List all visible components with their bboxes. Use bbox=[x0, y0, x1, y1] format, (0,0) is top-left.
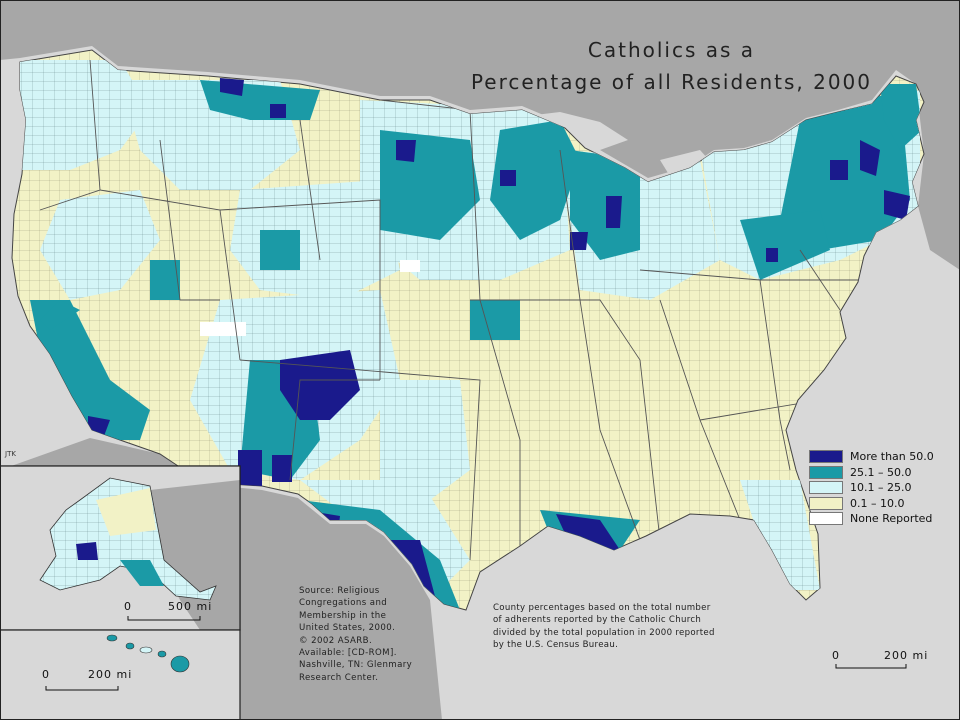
alaska-inset bbox=[0, 465, 241, 631]
hawaii-scale-zero: 0 bbox=[42, 668, 50, 681]
note-line: by the U.S. Census Bureau. bbox=[493, 640, 619, 651]
legend-item: 10.1 – 25.0 bbox=[809, 480, 959, 496]
author-credit: JTK bbox=[5, 450, 16, 458]
legend-item: 0.1 – 10.0 bbox=[809, 496, 959, 512]
source-line: United States, 2000. bbox=[299, 623, 396, 634]
legend-label: 0.1 – 10.0 bbox=[850, 496, 905, 510]
legend-swatch bbox=[809, 512, 843, 526]
methodology-note: County percentages based on the total nu… bbox=[493, 602, 753, 652]
canada-region bbox=[0, 0, 960, 270]
source-line: © 2002 ASARB. bbox=[299, 635, 373, 646]
source-line: Available: [CD-ROM]. bbox=[299, 648, 397, 659]
source-line: Nashville, TN: Glenmary bbox=[299, 660, 413, 671]
legend-label: More than 50.0 bbox=[850, 450, 934, 464]
note-line: County percentages based on the total nu… bbox=[493, 603, 711, 613]
alaska-scale-zero: 0 bbox=[124, 600, 132, 613]
source-citation: Source: Religious Congregations and Memb… bbox=[299, 585, 439, 684]
source-line: Source: Religious bbox=[299, 586, 380, 596]
source-line: Congregations and bbox=[299, 598, 388, 609]
source-line: Research Center. bbox=[299, 672, 379, 683]
main-scale-zero: 0 bbox=[832, 649, 840, 662]
map-title: Catholics as a Percentage of all Residen… bbox=[471, 34, 872, 98]
legend-swatch bbox=[809, 496, 843, 510]
state-boundaries bbox=[39, 59, 860, 561]
note-line: of adherents reported by the Catholic Ch… bbox=[493, 615, 702, 626]
legend-swatch bbox=[809, 465, 843, 479]
county-fills bbox=[20, 60, 922, 610]
legend-label: 25.1 – 50.0 bbox=[850, 465, 912, 479]
legend-swatch bbox=[809, 481, 843, 495]
legend-label: 10.1 – 25.0 bbox=[850, 481, 912, 495]
title-line-2: Percentage of all Residents, 2000 bbox=[470, 70, 872, 94]
title-line-1: Catholics as a bbox=[587, 38, 756, 62]
legend-swatch bbox=[809, 450, 843, 464]
main-scale-value: 200 mi bbox=[884, 649, 929, 662]
legend-label: None Reported bbox=[850, 512, 933, 526]
hawaii-inset bbox=[0, 629, 241, 720]
legend-item: More than 50.0 bbox=[809, 449, 959, 465]
scale-bars bbox=[45, 616, 907, 691]
legend-item: None Reported bbox=[809, 511, 959, 527]
legend-item: 25.1 – 50.0 bbox=[809, 465, 959, 481]
hawaii-scale-value: 200 mi bbox=[88, 668, 133, 681]
alaska-scale-value: 500 mi bbox=[168, 600, 213, 613]
legend: More than 50.0 25.1 – 50.0 10.1 – 25.0 0… bbox=[809, 449, 959, 527]
note-line: divided by the total population in 2000 … bbox=[493, 627, 715, 638]
source-line: Membership in the bbox=[299, 610, 387, 621]
